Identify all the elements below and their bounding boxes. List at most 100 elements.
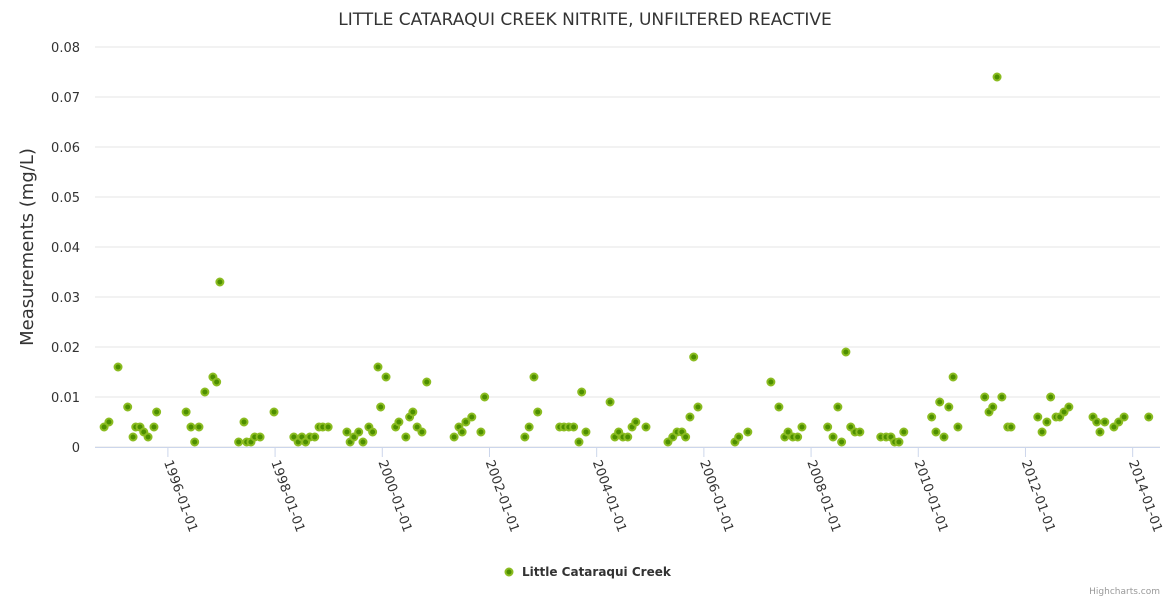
data-point[interactable]: [181, 407, 191, 417]
data-point[interactable]: [476, 427, 486, 437]
data-point[interactable]: [128, 432, 138, 442]
data-point[interactable]: [394, 417, 404, 427]
data-point[interactable]: [113, 362, 123, 372]
data-point[interactable]: [1095, 427, 1105, 437]
data-point[interactable]: [823, 422, 833, 432]
data-point[interactable]: [143, 432, 153, 442]
data-point[interactable]: [342, 427, 352, 437]
data-point[interactable]: [354, 427, 364, 437]
legend-item[interactable]: Little Cataraqui Creek: [504, 565, 672, 579]
data-point[interactable]: [1006, 422, 1016, 432]
data-point[interactable]: [743, 427, 753, 437]
data-point[interactable]: [793, 432, 803, 442]
data-point[interactable]: [569, 422, 579, 432]
data-point[interactable]: [381, 372, 391, 382]
data-point[interactable]: [269, 407, 279, 417]
data-point[interactable]: [1092, 417, 1102, 427]
data-point[interactable]: [123, 402, 133, 412]
x-tick-label: 1996-01-01: [160, 458, 200, 534]
x-tick-label: 2006-01-01: [696, 458, 736, 534]
data-point[interactable]: [685, 412, 695, 422]
data-point[interactable]: [1033, 412, 1043, 422]
data-point[interactable]: [376, 402, 386, 412]
data-point[interactable]: [766, 377, 776, 387]
data-point[interactable]: [894, 437, 904, 447]
data-point[interactable]: [520, 432, 530, 442]
data-point[interactable]: [368, 427, 378, 437]
x-tick-label: 2004-01-01: [589, 458, 629, 534]
data-point[interactable]: [992, 72, 1002, 82]
data-point[interactable]: [401, 432, 411, 442]
data-point[interactable]: [422, 377, 432, 387]
data-point[interactable]: [833, 402, 843, 412]
data-point[interactable]: [461, 417, 471, 427]
data-point[interactable]: [149, 422, 159, 432]
data-point[interactable]: [533, 407, 543, 417]
data-point[interactable]: [457, 427, 467, 437]
data-point[interactable]: [104, 417, 114, 427]
data-point[interactable]: [944, 402, 954, 412]
data-point[interactable]: [948, 372, 958, 382]
data-point[interactable]: [194, 422, 204, 432]
data-point[interactable]: [1119, 412, 1129, 422]
data-point[interactable]: [988, 402, 998, 412]
data-point[interactable]: [931, 427, 941, 437]
data-point[interactable]: [797, 422, 807, 432]
x-tick-label: 2008-01-01: [803, 458, 843, 534]
data-point[interactable]: [449, 432, 459, 442]
data-point[interactable]: [310, 432, 320, 442]
data-point[interactable]: [1114, 417, 1124, 427]
data-point[interactable]: [641, 422, 651, 432]
data-point[interactable]: [581, 427, 591, 437]
data-point[interactable]: [1144, 412, 1154, 422]
data-point[interactable]: [689, 352, 699, 362]
data-point[interactable]: [524, 422, 534, 432]
data-point[interactable]: [774, 402, 784, 412]
data-point[interactable]: [234, 437, 244, 447]
data-point[interactable]: [734, 432, 744, 442]
data-point[interactable]: [935, 397, 945, 407]
data-point[interactable]: [255, 432, 265, 442]
data-point[interactable]: [574, 437, 584, 447]
y-axis-ticks: 0 0.01 0.02 0.03 0.04 0.05 0.06 0.07 0.08: [51, 41, 80, 456]
credits-link[interactable]: Highcharts.com: [1089, 587, 1160, 597]
data-point[interactable]: [693, 402, 703, 412]
data-point[interactable]: [623, 432, 633, 442]
y-tick-label: 0.05: [51, 191, 80, 206]
data-point[interactable]: [953, 422, 963, 432]
data-point[interactable]: [837, 437, 847, 447]
data-point[interactable]: [1046, 392, 1056, 402]
data-point[interactable]: [997, 392, 1007, 402]
data-point[interactable]: [939, 432, 949, 442]
data-point[interactable]: [631, 417, 641, 427]
data-point[interactable]: [186, 422, 196, 432]
data-point[interactable]: [417, 427, 427, 437]
data-point[interactable]: [323, 422, 333, 432]
data-point[interactable]: [1042, 417, 1052, 427]
data-point[interactable]: [855, 427, 865, 437]
data-point[interactable]: [467, 412, 477, 422]
data-point[interactable]: [373, 362, 383, 372]
data-point[interactable]: [529, 372, 539, 382]
data-point[interactable]: [239, 417, 249, 427]
data-point[interactable]: [899, 427, 909, 437]
data-point[interactable]: [152, 407, 162, 417]
data-point[interactable]: [980, 392, 990, 402]
data-point[interactable]: [927, 412, 937, 422]
data-point[interactable]: [358, 437, 368, 447]
data-point[interactable]: [212, 377, 222, 387]
data-point[interactable]: [480, 392, 490, 402]
data-point[interactable]: [605, 397, 615, 407]
data-point[interactable]: [577, 387, 587, 397]
data-point[interactable]: [1037, 427, 1047, 437]
data-point[interactable]: [408, 407, 418, 417]
data-point[interactable]: [190, 437, 200, 447]
data-point[interactable]: [1064, 402, 1074, 412]
y-tick-label: 0.08: [51, 41, 80, 56]
data-point[interactable]: [681, 432, 691, 442]
data-point[interactable]: [215, 277, 225, 287]
data-point[interactable]: [841, 347, 851, 357]
data-point[interactable]: [828, 432, 838, 442]
data-point[interactable]: [1100, 417, 1110, 427]
data-point[interactable]: [200, 387, 210, 397]
